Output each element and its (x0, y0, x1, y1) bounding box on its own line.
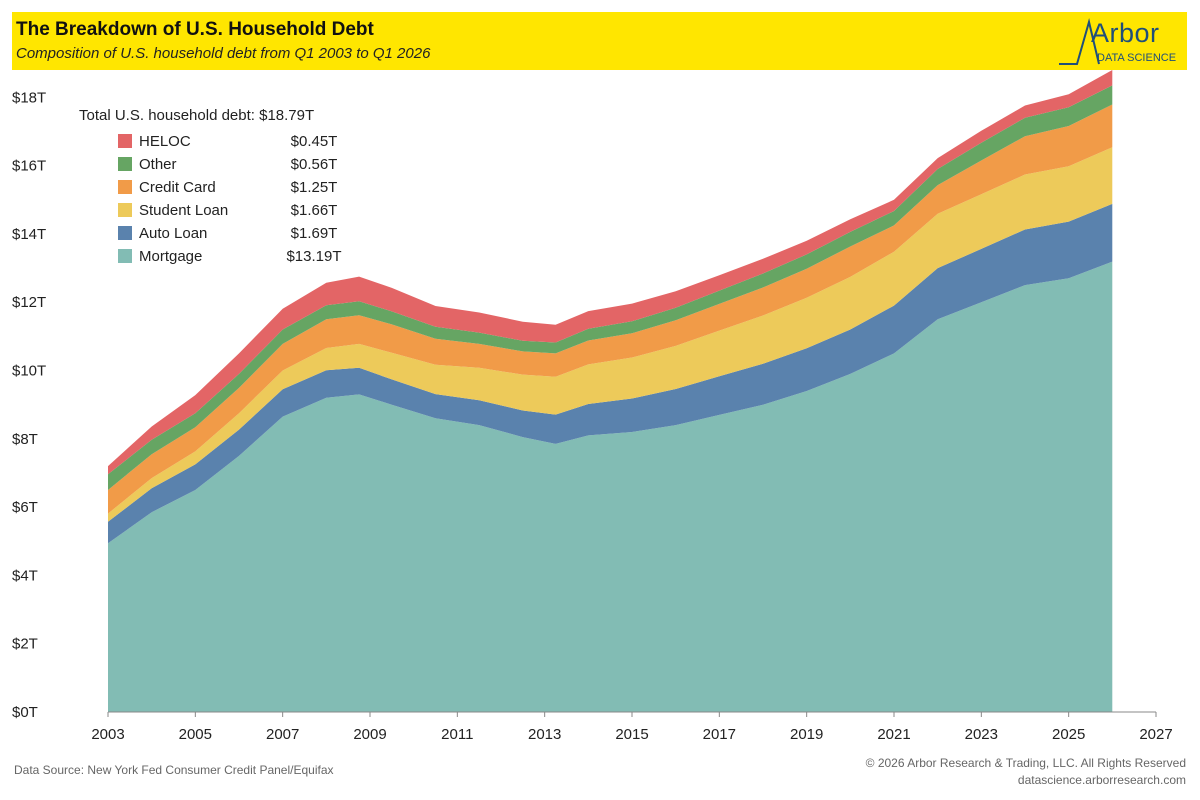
legend-label-credit-card: Credit Card (139, 179, 216, 196)
x-tick-label: 2015 (615, 726, 648, 743)
legend-value-auto-loan: $1.69T (291, 225, 338, 242)
website-link[interactable]: datascience.arborresearch.com (1017, 773, 1186, 787)
logo-subtitle: DATA SCIENCE (1097, 52, 1177, 64)
chart-header: The Breakdown of U.S. Household Debt Com… (12, 12, 1187, 70)
area-other (108, 85, 1113, 491)
legend-label-heloc: HELOC (139, 133, 191, 150)
legend-swatch-mortgage (118, 249, 132, 263)
legend-swatch-auto-loan (118, 226, 132, 240)
legend-swatch-student-loan (118, 203, 132, 217)
x-tick-label: 2009 (353, 726, 386, 743)
copyright-note: © 2026 Arbor Research & Trading, LLC. Al… (865, 756, 1186, 770)
legend-swatch-other (118, 157, 132, 171)
legend-swatch-heloc (118, 134, 132, 148)
x-tick-label: 2011 (441, 726, 473, 743)
legend: Total U.S. household debt: $18.79T HELOC… (79, 107, 342, 265)
x-tick-label: 2007 (266, 726, 299, 743)
legend-value-credit-card: $1.25T (291, 179, 338, 196)
legend-value-student-loan: $1.66T (291, 202, 338, 219)
legend-label-other: Other (139, 156, 177, 173)
data-source-note: Data Source: New York Fed Consumer Credi… (14, 763, 334, 777)
x-tick-label: 2027 (1139, 726, 1172, 743)
x-tick-label: 2021 (877, 726, 910, 743)
x-tick-label: 2019 (790, 726, 823, 743)
footer-credits: © 2026 Arbor Research & Trading, LLC. Al… (866, 755, 1186, 789)
x-axis: 2003 2005 2007 2009 2011 2013 2015 2017 2019 2021… (91, 711, 1173, 743)
legend-total-label: Total U.S. household debt: $18.79T (79, 107, 314, 124)
y-tick-label: $4T (12, 567, 38, 584)
x-tick-label: 2003 (91, 726, 124, 743)
legend-label-student-loan: Student Loan (139, 202, 228, 219)
x-tick-label: 2013 (528, 726, 561, 743)
area-auto-loan (108, 203, 1113, 544)
chart-subtitle: Composition of U.S. household debt from … (16, 45, 431, 62)
y-tick-label: $2T (12, 636, 38, 653)
legend-value-heloc: $0.45T (291, 133, 338, 150)
y-tick-label: $18T (12, 89, 46, 106)
area-mortgage (108, 261, 1113, 712)
y-tick-label: $16T (12, 158, 46, 175)
chart-title: The Breakdown of U.S. Household Debt (16, 19, 374, 40)
legend-value-mortgage: $13.19T (286, 248, 341, 265)
legend-value-other: $0.56T (291, 156, 338, 173)
area-student-loan (108, 147, 1113, 522)
arbor-logo: Arbor DATA SCIENCE (1057, 16, 1179, 68)
y-tick-label: $8T (12, 431, 38, 448)
y-tick-label: $0T (12, 704, 38, 721)
logo-name: Arbor (1091, 18, 1160, 48)
y-tick-label: $14T (12, 226, 46, 243)
legend-label-auto-loan: Auto Loan (139, 225, 207, 242)
x-tick-label: 2025 (1052, 726, 1085, 743)
legend-swatch-credit-card (118, 180, 132, 194)
legend-label-mortgage: Mortgage (139, 248, 202, 265)
y-tick-label: $10T (12, 363, 46, 380)
y-tick-label: $12T (12, 294, 46, 311)
x-tick-label: 2023 (965, 726, 998, 743)
y-tick-label: $6T (12, 499, 38, 516)
area-layers (108, 70, 1113, 712)
arbor-logo-mark-icon (1059, 18, 1100, 65)
area-credit-card (108, 104, 1113, 514)
x-tick-label: 2017 (703, 726, 736, 743)
x-tick-label: 2005 (179, 726, 212, 743)
y-axis: $0T $2T $4T $6T $8T $10T $12T $14T $16T $18T (12, 89, 46, 721)
